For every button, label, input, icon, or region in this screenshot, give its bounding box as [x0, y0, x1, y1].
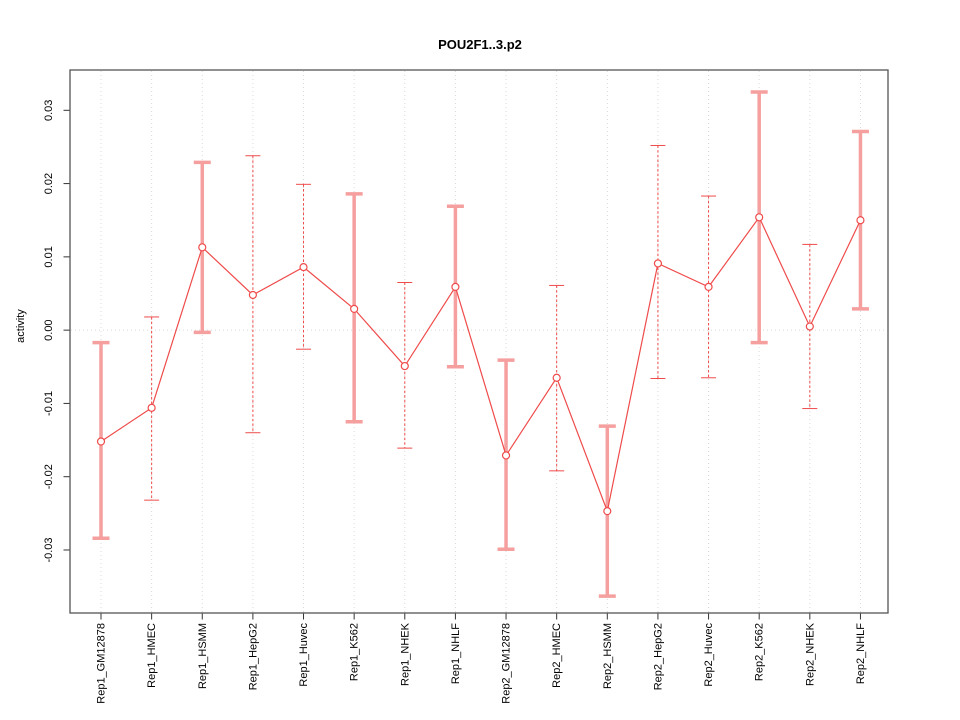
data-point	[653, 259, 663, 268]
y-tick-label: 0.01	[43, 246, 55, 267]
y-tick-label: 0.02	[43, 173, 55, 194]
data-point	[501, 451, 511, 460]
data-point	[147, 403, 156, 412]
data-point	[603, 507, 612, 516]
data-point	[451, 282, 460, 292]
x-tick-label: Rep1_HMEC	[146, 623, 158, 688]
data-point	[350, 304, 359, 313]
x-tick-label: Rep1_HSMM	[197, 623, 209, 689]
data-point	[198, 243, 207, 252]
x-tick-label: Rep2_HMEC	[551, 623, 563, 688]
y-tick-label: -0.03	[43, 537, 55, 562]
y-tick-label: -0.01	[43, 391, 55, 416]
data-point	[805, 322, 814, 331]
y-tick-label: 0.00	[43, 319, 55, 340]
data-point	[704, 282, 713, 292]
x-tick-label: Rep1_NHLF	[450, 623, 462, 684]
data-point	[400, 361, 409, 371]
data-point	[248, 290, 257, 300]
x-tick-label: Rep2_HepG2	[652, 623, 664, 690]
x-tick-label: Rep1_HepG2	[247, 623, 259, 690]
chart-title: POU2F1..3.p2	[438, 37, 522, 52]
data-point	[755, 213, 764, 222]
x-tick-label: Rep1_NHEK	[399, 622, 411, 686]
x-tick-label: Rep2_NHLF	[855, 623, 867, 684]
series-line	[100, 216, 861, 514]
x-tick-label: Rep1_Huvec	[298, 623, 310, 687]
data-point	[96, 437, 106, 446]
data-point	[856, 216, 865, 225]
x-tick-label: Rep2_K562	[754, 623, 766, 681]
x-tick-label: Rep2_HSMM	[602, 623, 614, 689]
y-tick-label: -0.02	[43, 464, 55, 489]
x-tick-label: Rep2_NHEK	[804, 622, 816, 686]
y-tick-label: 0.03	[43, 100, 55, 121]
data-point	[299, 263, 308, 272]
data-point	[552, 373, 561, 382]
x-tick-label: Rep2_GM12878	[501, 623, 513, 704]
plot-border	[69, 69, 889, 614]
x-tick-label: Rep1_K562	[349, 623, 361, 681]
y-axis-label: activity	[15, 309, 27, 343]
x-tick-label: Rep2_Huvec	[703, 623, 715, 687]
x-tick-label: Rep1_GM12878	[96, 623, 108, 704]
